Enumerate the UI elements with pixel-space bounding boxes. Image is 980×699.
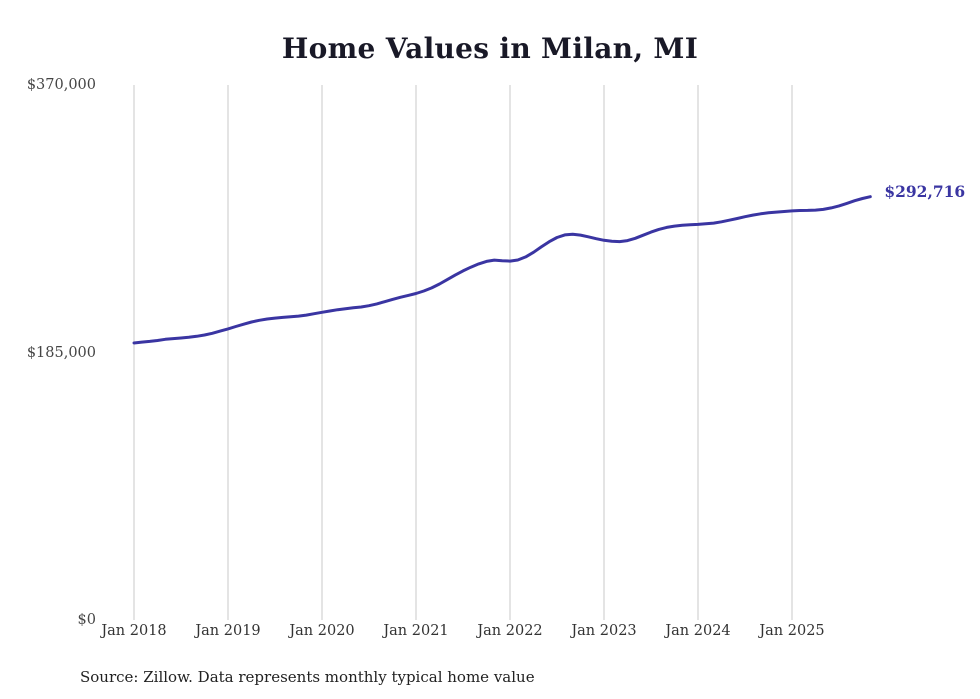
x-tick-label: Jan 2020 — [289, 623, 355, 639]
home-value-series-line — [132, 195, 872, 345]
x-tick-label: Jan 2021 — [383, 623, 449, 639]
chart-title: Home Values in Milan, MI — [281, 32, 699, 65]
x-tick-label: Jan 2019 — [195, 623, 261, 639]
x-tick-label: Jan 2018 — [101, 623, 167, 639]
x-tick-label: Jan 2025 — [759, 623, 825, 639]
final-value-label: $292,716 — [884, 181, 966, 201]
x-tick-label: Jan 2022 — [477, 623, 543, 639]
x-tick-label: Jan 2023 — [571, 623, 637, 639]
x-tick-label: Jan 2024 — [665, 623, 731, 639]
y-tick-label: $185,000 — [26, 344, 96, 361]
y-tick-label: $0 — [77, 612, 96, 628]
source-note: Source: Zillow. Data represents monthly … — [80, 668, 535, 686]
y-tick-label: $370,000 — [26, 77, 96, 93]
